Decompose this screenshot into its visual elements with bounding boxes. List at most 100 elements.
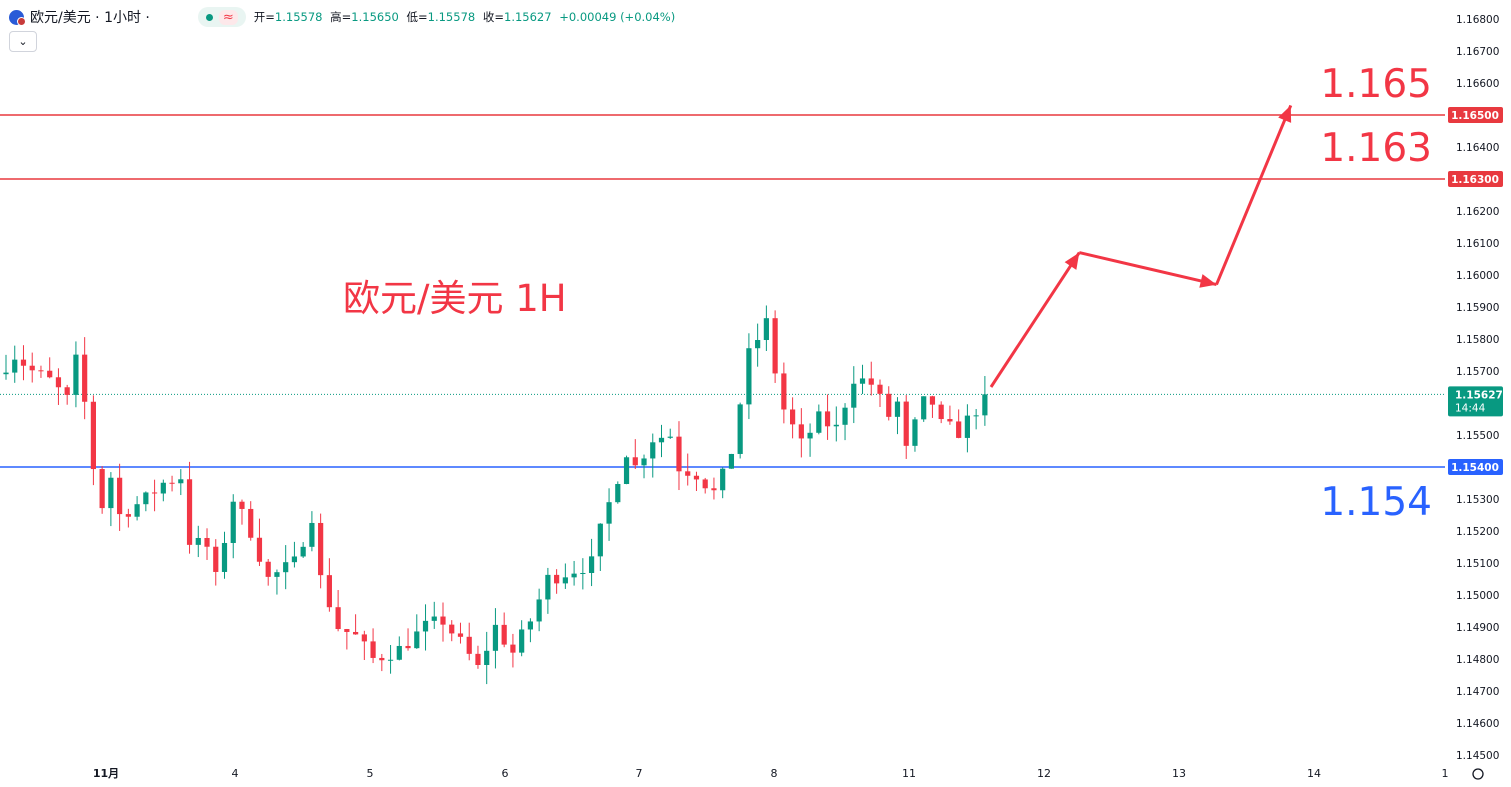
- candle: [623, 455, 630, 485]
- candle: [440, 602, 446, 642]
- candle-body: [55, 377, 62, 388]
- candle-body: [117, 477, 123, 515]
- candle: [842, 403, 848, 441]
- candle-body: [501, 624, 507, 645]
- candle-body: [186, 479, 193, 545]
- level-price-text: 1.16300: [1451, 174, 1499, 186]
- candle-body: [658, 437, 665, 443]
- candle-body: [964, 415, 970, 438]
- candle: [720, 467, 726, 499]
- time-tick: 11: [902, 767, 916, 780]
- candle: [265, 558, 271, 586]
- candle-body: [274, 572, 280, 577]
- candle: [519, 620, 525, 657]
- countdown-text: 14:44: [1455, 402, 1486, 414]
- candle-body: [457, 633, 464, 637]
- candle: [143, 491, 149, 512]
- candle: [256, 518, 263, 566]
- candle: [379, 653, 385, 672]
- candle: [641, 454, 647, 479]
- collapse-legend-button[interactable]: ⌄: [9, 31, 37, 52]
- candle-body: [929, 396, 936, 405]
- candle: [370, 628, 376, 664]
- candle: [248, 501, 254, 541]
- time-axis: 11月 4 5 6 7 8 11 12 13 14 1: [93, 767, 1484, 780]
- candle: [763, 305, 769, 351]
- price-axis: 1.16800 1.16700 1.16600 1.16500 1.16400 1.163…: [1448, 14, 1503, 762]
- candle: [335, 590, 341, 632]
- candle: [737, 402, 743, 459]
- candle-body: [833, 424, 839, 427]
- candle: [475, 645, 481, 669]
- candle-body: [12, 359, 18, 373]
- candle-body: [475, 653, 481, 665]
- candle: [186, 461, 193, 554]
- candle: [108, 472, 114, 527]
- candle-body: [318, 522, 324, 576]
- candle: [318, 513, 324, 589]
- candle: [894, 397, 901, 435]
- candle: [536, 588, 542, 632]
- candle: [824, 394, 831, 440]
- candle: [772, 310, 778, 383]
- candle: [195, 525, 201, 558]
- candle: [816, 404, 822, 435]
- candle: [38, 365, 44, 378]
- candle-body: [746, 348, 752, 405]
- candle: [221, 531, 228, 579]
- candle: [868, 361, 874, 396]
- candle: [667, 428, 673, 440]
- candle: [29, 352, 35, 383]
- price-tick: 1.15500: [1456, 430, 1499, 442]
- candle-body: [947, 419, 953, 422]
- candle: [125, 508, 131, 528]
- time-tick: 4: [232, 767, 239, 780]
- candle-body: [571, 573, 577, 578]
- candle: [746, 333, 752, 420]
- candle: [501, 612, 507, 648]
- candle: [422, 604, 429, 651]
- candle-body: [283, 562, 289, 573]
- candle: [597, 523, 603, 571]
- candle-body: [239, 501, 245, 509]
- price-tick: 1.16000: [1456, 270, 1499, 282]
- price-tick: 1.16800: [1456, 14, 1499, 26]
- candle: [510, 633, 516, 668]
- candle-body: [859, 378, 866, 384]
- market-status-pill[interactable]: ≈: [197, 7, 246, 27]
- current-price-label: [1448, 386, 1503, 417]
- candle-body: [309, 522, 315, 547]
- gear-icon[interactable]: [1472, 768, 1484, 780]
- candle: [230, 494, 236, 559]
- candle: [283, 545, 289, 590]
- arrowhead-icon: [1199, 274, 1217, 288]
- symbol-title[interactable]: 欧元/美元 · 1小时 ·: [30, 10, 150, 26]
- candle-body: [685, 471, 691, 476]
- candle: [457, 622, 464, 644]
- candle-body: [527, 621, 533, 630]
- candle: [903, 395, 909, 459]
- candle: [929, 395, 936, 418]
- time-tick: 7: [636, 767, 643, 780]
- time-tick: 6: [502, 767, 509, 780]
- time-tick: 12: [1037, 767, 1051, 780]
- candle-body: [623, 457, 630, 485]
- candle-body: [886, 393, 892, 417]
- candle: [160, 479, 166, 502]
- candle-body: [702, 479, 708, 489]
- candle-body: [431, 616, 437, 621]
- candle: [650, 433, 656, 478]
- candle-body: [562, 577, 568, 584]
- candle-body: [387, 659, 394, 661]
- candle: [213, 539, 219, 586]
- candle: [405, 628, 411, 651]
- candle: [82, 337, 88, 420]
- candle: [632, 439, 638, 470]
- candle-body: [982, 394, 988, 416]
- candle-body: [938, 404, 944, 420]
- annotations: 欧元/美元 1H 1.165 1.163 1.154: [343, 62, 1432, 525]
- candle: [353, 614, 359, 635]
- time-tick: 14: [1307, 767, 1321, 780]
- low-label: 低=: [406, 10, 428, 24]
